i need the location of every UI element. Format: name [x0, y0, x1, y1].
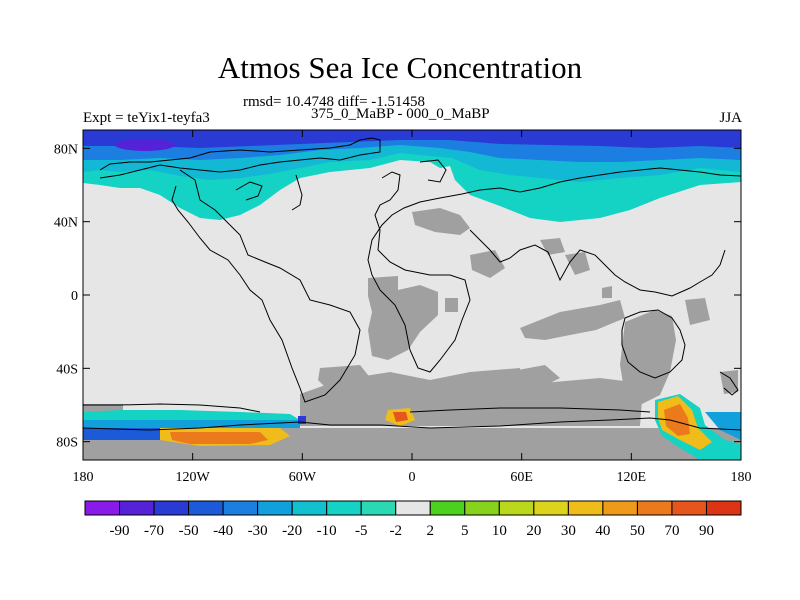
colorbar-label: -5 — [355, 523, 368, 539]
colorbar-label: 10 — [492, 523, 507, 539]
masked-southern-ocean — [300, 368, 642, 426]
colorbar-swatch — [291, 500, 328, 516]
x-axis: 180 120W 60W 0 60E 120E 180 — [73, 130, 752, 485]
colorbar-label: 5 — [461, 523, 469, 539]
x-tick-label: 180 — [731, 470, 752, 485]
x-tick-label: 60W — [289, 470, 317, 485]
masked-indian-ocean — [520, 300, 625, 340]
y-tick-label: 0 — [71, 289, 78, 304]
colorbar-swatch — [84, 500, 121, 516]
colorbar-swatch — [395, 500, 431, 516]
colorbar-swatch — [257, 500, 293, 516]
colorbar-label: 90 — [699, 523, 714, 539]
scandinavia-coast — [419, 159, 447, 183]
y-tick-label: 40N — [54, 216, 78, 231]
experiment-label: Expt = teYix1-teyfa3 — [83, 110, 210, 126]
chart-title: Atmos Sea Ice Concentration — [217, 50, 583, 85]
period-subtitle: 375_0_MaBP - 000_0_MaBP — [311, 106, 490, 122]
north-america-arctic-coast — [99, 137, 381, 179]
antarctica-coast — [83, 417, 741, 431]
antarctic-shelf-west — [83, 403, 261, 413]
south-asia-coast — [469, 229, 726, 297]
plot-area — [83, 130, 741, 460]
colorbar-swatch — [360, 500, 397, 516]
eurasia-africa-coast — [367, 167, 741, 373]
arctic-island-coast — [235, 181, 263, 201]
masked-gulf-guinea — [445, 298, 458, 312]
masked-mediterranean — [412, 208, 470, 235]
masked-australia — [620, 310, 676, 405]
x-tick-label: 60E — [510, 470, 533, 485]
colorbar-swatch — [153, 500, 190, 516]
colorbar-swatch — [602, 500, 638, 516]
colorbar-swatch — [119, 500, 155, 516]
colorbar-label: -30 — [248, 523, 268, 539]
masked-indian-south — [518, 365, 560, 388]
arctic-region-deep — [83, 130, 741, 148]
masked-south-atlantic — [368, 276, 438, 360]
coastlines — [83, 137, 741, 431]
x-tick-label: 180 — [73, 470, 94, 485]
masked-bay-bengal — [565, 252, 590, 275]
colorbar-label: -2 — [389, 523, 402, 539]
stats-subtitle: rmsd= 10.4748 diff= -1.51458 — [243, 94, 426, 110]
y-tick-label: 80N — [54, 142, 78, 157]
americas-coast — [171, 169, 361, 403]
colorbar-label: 70 — [664, 523, 679, 539]
colorbar-label: -70 — [144, 523, 164, 539]
x-tick-label: 0 — [409, 470, 416, 485]
colorbar-label: -90 — [110, 523, 130, 539]
colorbar-swatch — [567, 500, 604, 516]
colorbar-label: 2 — [427, 523, 435, 539]
colorbar-label: -10 — [317, 523, 337, 539]
atlantic-south-core-increase — [393, 412, 408, 422]
colorbar-swatch — [188, 500, 224, 516]
australia-south-core-increase — [664, 404, 690, 436]
colorbar-label: -40 — [213, 523, 233, 539]
y-tick-label: 40S — [56, 362, 78, 377]
colorbar: -90 -70 -50 -40 -30 -20 -10 -5 -2 2 5 10 20 30 40 50 70 9… — [84, 500, 742, 539]
colorbar-label: -20 — [282, 523, 302, 539]
south-pacific-core-increase — [170, 432, 268, 444]
colorbar-swatch — [498, 500, 535, 516]
y-tick-label: 80S — [56, 436, 78, 451]
south-pacific-decrease-inner — [83, 420, 300, 428]
colorbar-swatch — [705, 500, 742, 516]
y-axis: 80N 40N 0 40S 80S — [54, 142, 741, 451]
colorbar-swatch — [671, 500, 707, 516]
south-pacific-strong-decrease — [83, 428, 160, 440]
hudson-coast — [291, 174, 303, 211]
arctic-region-extreme — [115, 139, 175, 151]
masked-west-pacific — [685, 298, 710, 325]
colorbar-label: 30 — [561, 523, 576, 539]
colorbar-label: 40 — [595, 523, 610, 539]
southeast-pacific-decrease — [705, 412, 741, 440]
x-tick-label: 120W — [176, 470, 211, 485]
colorbar-swatch — [464, 500, 500, 516]
masked-small-patch — [602, 286, 612, 298]
colorbar-swatch — [636, 500, 673, 516]
colorbar-label: 20 — [526, 523, 541, 539]
masked-atlantic-south — [318, 365, 372, 392]
colorbar-swatch — [533, 500, 569, 516]
australia-coast — [621, 309, 686, 379]
antarctic-shelf-east — [409, 407, 651, 413]
new-zealand-coast — [719, 371, 739, 396]
season-label: JJA — [719, 110, 742, 126]
colorbar-label: 50 — [630, 523, 645, 539]
colorbar-swatch — [222, 500, 259, 516]
colorbar-swatch — [326, 500, 362, 516]
x-tick-label: 120E — [617, 470, 647, 485]
colorbar-label: -50 — [179, 523, 199, 539]
colorbar-swatch — [429, 500, 466, 516]
